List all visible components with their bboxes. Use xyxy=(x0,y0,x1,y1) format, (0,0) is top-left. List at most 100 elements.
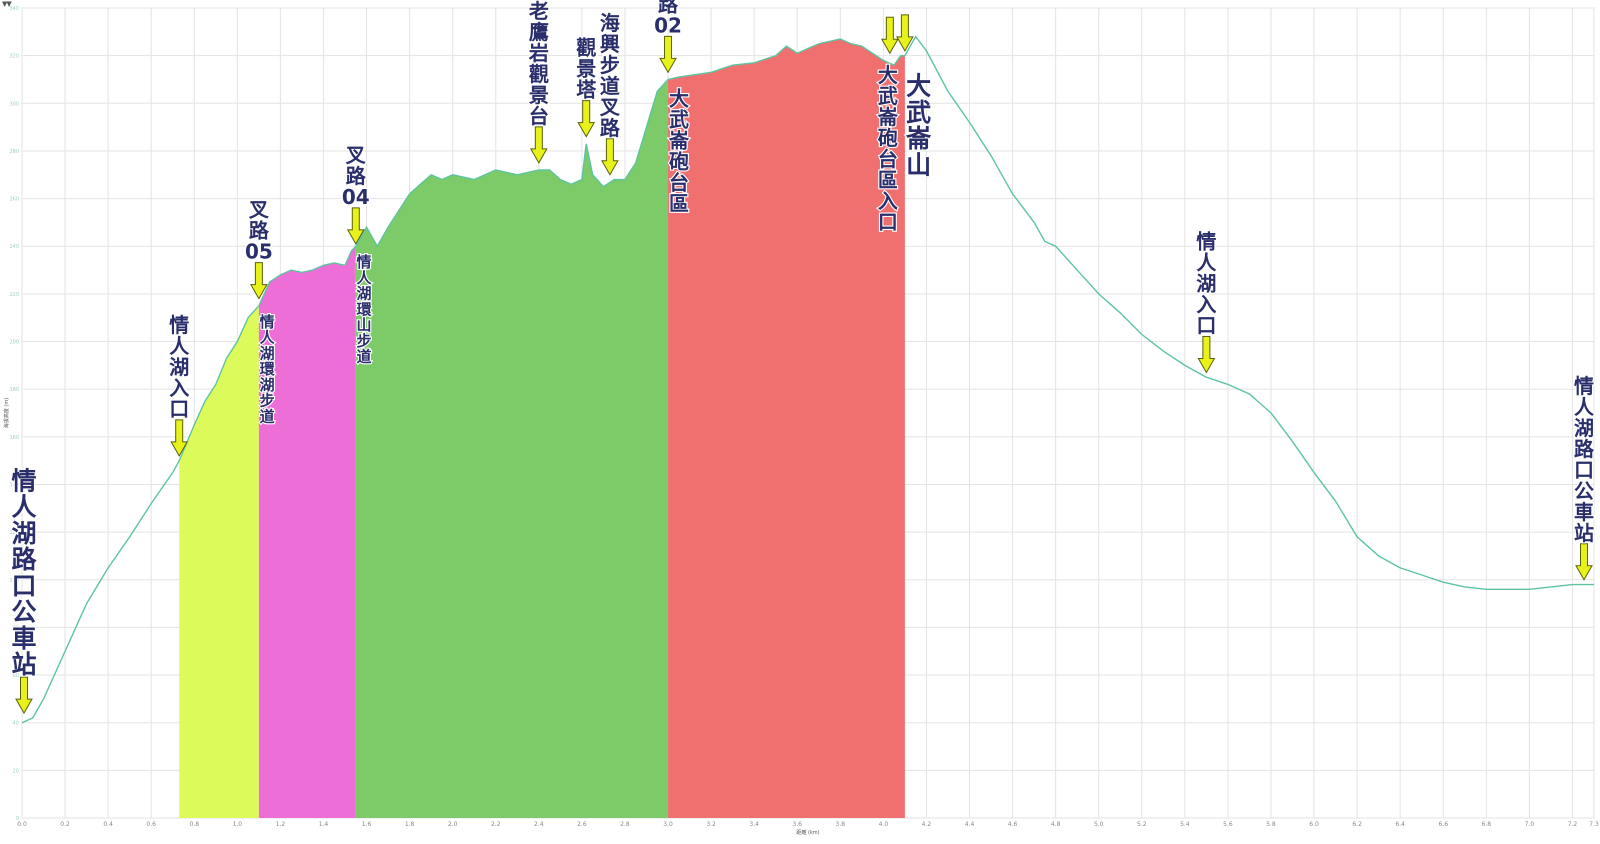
segment-label: 大 xyxy=(906,72,931,101)
x-tick-label: 4.0 xyxy=(879,821,889,828)
segment-label: 湖 xyxy=(260,376,275,394)
x-tick-label: 3.6 xyxy=(792,821,802,828)
y-tick-label: 160 xyxy=(9,435,19,441)
waypoint-label: 步 xyxy=(600,53,620,77)
segment-area xyxy=(668,38,905,819)
y-tick-label: 20 xyxy=(13,768,19,774)
waypoint-label: 景 xyxy=(529,83,549,107)
x-tick-label: 2.4 xyxy=(534,821,544,828)
waypoint-label: 路 xyxy=(346,164,367,188)
waypoint-label: 口 xyxy=(1196,314,1216,338)
x-tick-label: 6.0 xyxy=(1309,821,1319,828)
y-tick-label: 280 xyxy=(9,149,19,155)
x-tick-label: 0.8 xyxy=(190,821,200,828)
waypoint-arrow xyxy=(346,207,365,245)
segment-label: 崙 xyxy=(905,124,932,153)
x-tick-label: 7.3 xyxy=(1589,821,1599,828)
segment-label: 道 xyxy=(357,348,372,366)
waypoint-arrow xyxy=(1197,336,1216,374)
segment-label: 區 xyxy=(669,191,689,215)
segment-label: 砲 xyxy=(669,149,689,173)
segment-label: 情 xyxy=(357,253,372,271)
y-tick-label: 180 xyxy=(9,387,19,393)
y-tick-label: 240 xyxy=(9,244,19,250)
segment-label: 台 xyxy=(669,170,689,194)
waypoint-label: 口 xyxy=(11,571,36,600)
waypoint-label: 02 xyxy=(654,13,682,37)
x-tick-label: 7.0 xyxy=(1525,821,1535,828)
x-tick-label: 4.4 xyxy=(965,821,975,828)
segment-label: 台 xyxy=(878,147,898,171)
waypoint-label: 情 xyxy=(1574,374,1594,398)
waypoint-label: 塔 xyxy=(576,78,597,102)
waypoint-label: 景 xyxy=(576,57,596,81)
segment-label: 武 xyxy=(669,107,689,131)
waypoint-label: 道 xyxy=(600,74,620,98)
waypoint-label: 觀 xyxy=(576,36,596,60)
y-tick-label: 260 xyxy=(9,197,19,203)
y-tick-label: 0 xyxy=(16,816,19,822)
y-tick-label: 300 xyxy=(9,101,19,107)
waypoint-label: 台 xyxy=(529,104,549,128)
segment-label: 大 xyxy=(878,63,898,87)
waypoint-markers: 情人湖路口公車站情人湖入口叉路05叉路04老鷹岩觀景台觀景塔海興步道叉路叉路02… xyxy=(10,0,1596,715)
x-tick-label: 5.0 xyxy=(1094,821,1104,828)
waypoint-label: 路 xyxy=(249,219,270,243)
waypoint-label: 入 xyxy=(169,376,189,400)
waypoint-label: 站 xyxy=(1574,521,1594,545)
waypoint-label: 04 xyxy=(342,185,370,209)
y-tick-label: 340 xyxy=(9,6,19,12)
waypoint-arrow xyxy=(659,35,677,74)
waypoint-label: 湖 xyxy=(1574,416,1594,440)
segment-label: 情 xyxy=(260,313,275,331)
waypoint-label: 湖 xyxy=(1196,272,1216,296)
waypoint-label: 岩 xyxy=(528,41,549,65)
segment-label: 武 xyxy=(878,84,898,108)
x-tick-label: 2.8 xyxy=(620,821,630,828)
waypoint-label: 車 xyxy=(1574,500,1594,524)
x-tick-label: 6.4 xyxy=(1395,821,1405,828)
y-tick-label: 320 xyxy=(9,54,19,60)
segment-label: 湖 xyxy=(357,285,372,303)
collapse-toggle-icon[interactable]: ▼▼ xyxy=(2,0,12,8)
segment-label: 環 xyxy=(260,360,276,378)
x-tick-label: 0.4 xyxy=(103,821,113,828)
segment-label: 人 xyxy=(260,329,276,347)
waypoint-label: 人 xyxy=(11,493,36,522)
y-axis-label: 海拔高度 (m) xyxy=(3,398,10,428)
waypoint-label: 叉 xyxy=(345,143,367,167)
waypoint-arrow xyxy=(529,126,548,164)
waypoint-label: 叉 xyxy=(248,198,270,222)
y-tick-label: 100 xyxy=(9,578,19,584)
segment-area xyxy=(258,246,356,818)
segment-label: 人 xyxy=(357,269,373,287)
waypoint-arrow xyxy=(601,138,619,176)
x-tick-label: 1.6 xyxy=(362,821,372,828)
waypoint-label: 路 xyxy=(1574,437,1595,461)
y-tick-label: 200 xyxy=(9,340,19,346)
axes: 0.0 0.2 0.4 0.6 0.8 1.0 1.2 1.4 1.6 1.8 2.0 2.2 2.4 2… xyxy=(3,6,1599,836)
waypoint-label: 情 xyxy=(11,466,36,495)
waypoint-label: 老 xyxy=(529,0,549,23)
waypoint-label: 海 xyxy=(600,11,620,35)
waypoint-arrow xyxy=(880,16,899,55)
x-axis-label: 距離 (km) xyxy=(796,829,819,836)
x-tick-label: 0.2 xyxy=(60,821,70,828)
waypoint-label: 公 xyxy=(1574,479,1594,503)
waypoint-label: 人 xyxy=(169,334,190,358)
segment-label: 武 xyxy=(906,98,931,127)
waypoint-label: 口 xyxy=(1574,458,1594,482)
waypoint-label: 路 xyxy=(658,0,679,16)
waypoint-label: 入 xyxy=(1196,293,1216,317)
segment-label: 環 xyxy=(357,300,373,318)
y-tick-label: 120 xyxy=(9,530,19,536)
waypoint-label: 站 xyxy=(11,650,36,679)
route-segments xyxy=(179,38,905,819)
waypoint-arrow xyxy=(170,419,189,457)
x-tick-label: 4.8 xyxy=(1051,821,1061,828)
x-tick-label: 1.2 xyxy=(276,821,286,828)
y-tick-label: 40 xyxy=(13,721,19,727)
segment-label: 山 xyxy=(357,316,372,334)
x-tick-label: 5.4 xyxy=(1180,821,1190,828)
